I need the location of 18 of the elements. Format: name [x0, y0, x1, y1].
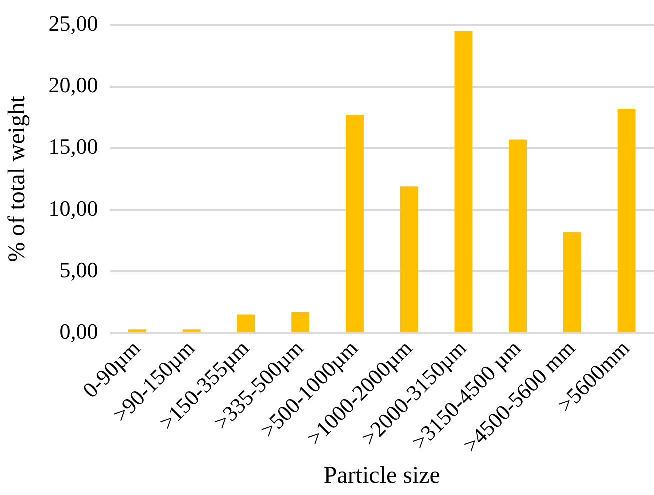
bar	[182, 330, 201, 332]
y-tick-label: 15,00	[48, 134, 98, 160]
bar	[563, 232, 582, 332]
bar	[128, 330, 146, 332]
bar	[292, 312, 310, 332]
bar	[237, 314, 256, 332]
y-tick-label: 10,00	[48, 196, 98, 221]
bar	[509, 140, 528, 332]
y-tick-label: 25,00	[48, 10, 98, 36]
x-axis-title: Particle size	[324, 462, 440, 489]
bar	[618, 108, 636, 332]
bar	[400, 186, 418, 332]
y-axis-title: % of total weight	[4, 96, 31, 262]
y-tick-label: 20,00	[48, 72, 98, 98]
y-tick-label: 0,00	[60, 319, 98, 344]
bar	[454, 31, 473, 332]
bar	[346, 115, 364, 332]
y-tick-label: 5,00	[60, 257, 98, 282]
